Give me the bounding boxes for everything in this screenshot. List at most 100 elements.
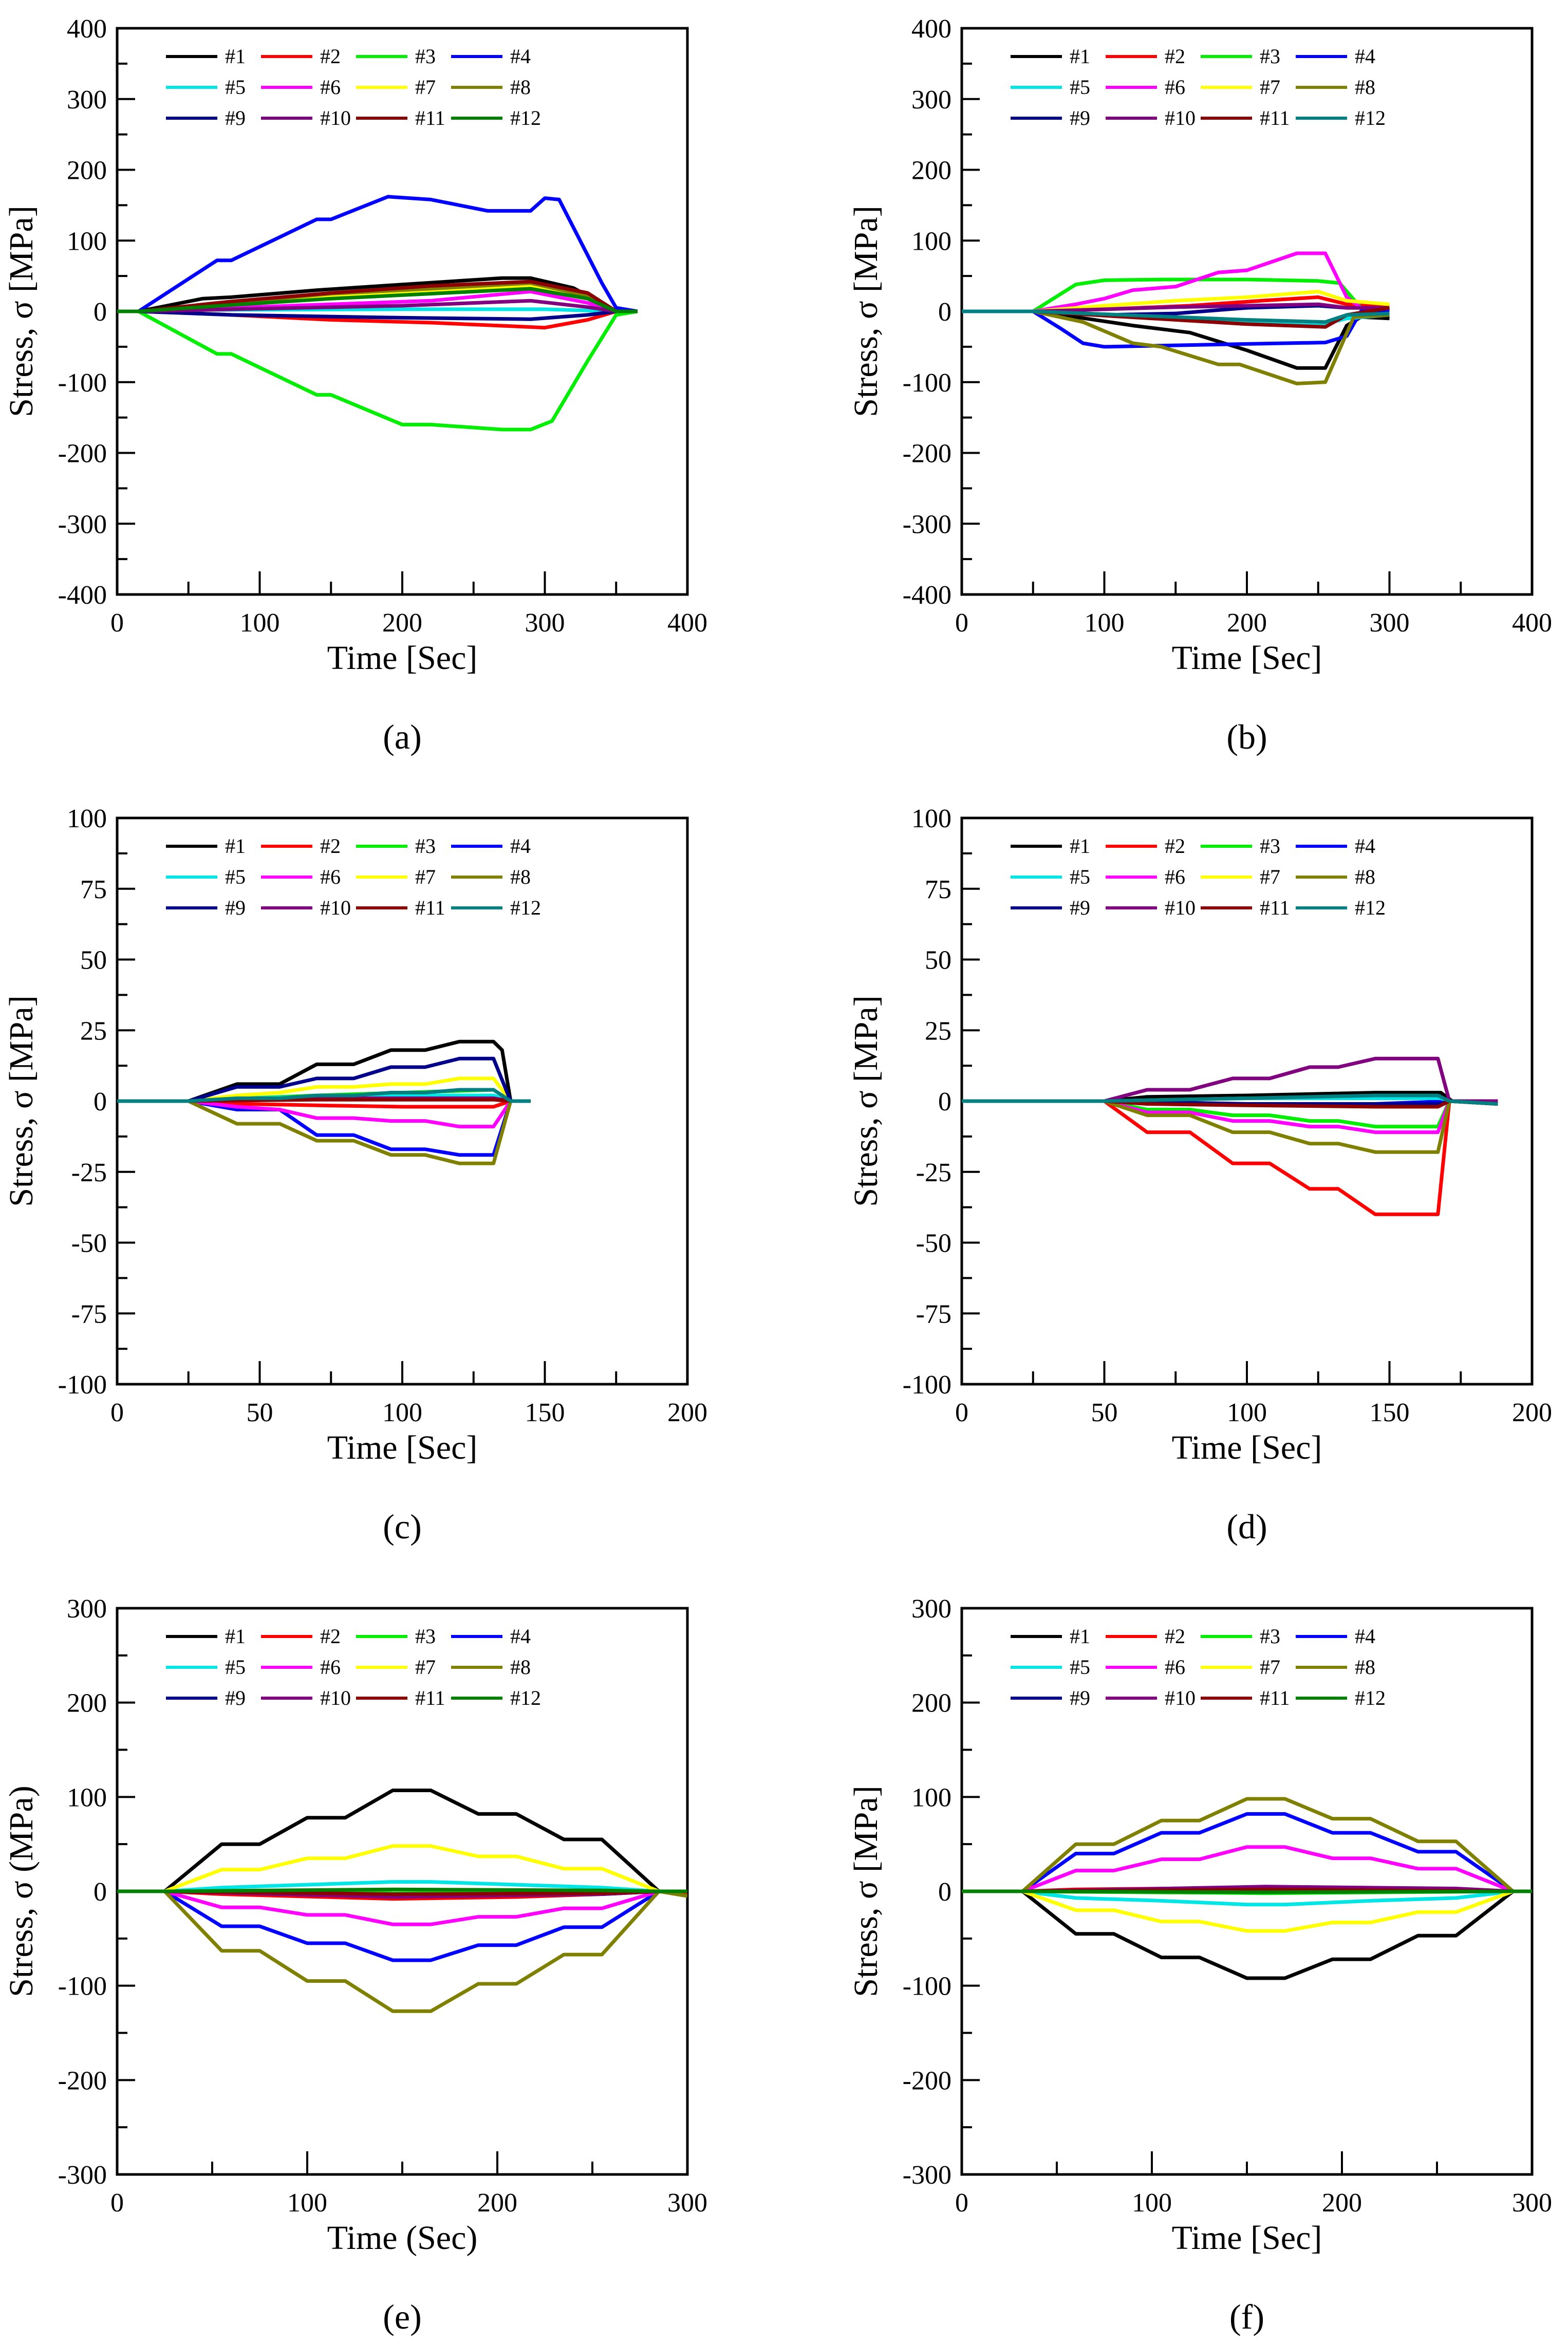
legend-label: #2 [320, 834, 341, 858]
series-line-n6 [962, 1099, 1498, 1134]
legend-label: #2 [1165, 1625, 1185, 1648]
y-tick-label: -50 [916, 1229, 951, 1258]
y-axis-label: Stress, σ [MPa] [847, 1785, 885, 1997]
series-line-n12 [962, 309, 1390, 324]
y-tick-label: 300 [911, 85, 951, 115]
y-tick-label: 75 [925, 875, 951, 904]
series-line-n8 [117, 1889, 687, 2013]
y-axis-label: Stress, σ (MPa) [3, 1785, 40, 1997]
legend-label: #5 [1070, 1655, 1090, 1679]
series-line-n9 [117, 1056, 531, 1103]
legend-label: #5 [225, 1655, 246, 1679]
series-line-n7 [962, 1889, 1532, 1933]
y-tick-label: 300 [67, 1594, 107, 1624]
y-tick-label: -25 [71, 1158, 107, 1187]
y-axis-label: Stress, σ [MPa] [847, 206, 885, 417]
y-tick-label: -75 [916, 1299, 951, 1329]
legend-label: #3 [1260, 834, 1280, 858]
legend-label: #12 [1355, 896, 1386, 919]
legend-label: #7 [415, 1655, 436, 1679]
legend-label: #12 [510, 896, 541, 919]
series-line-n12 [962, 1889, 1532, 1894]
y-tick-label: -25 [916, 1158, 951, 1187]
series-line-n4 [962, 1812, 1532, 1893]
legend-label: #11 [1260, 1686, 1290, 1709]
series-group [117, 1039, 531, 1165]
y-tick-label: 100 [67, 227, 107, 256]
x-tick-label: 100 [240, 608, 280, 638]
legend-label: #1 [1070, 834, 1090, 858]
y-tick-label: 300 [67, 85, 107, 115]
legend-label: #11 [1260, 896, 1290, 919]
y-tick-label: 200 [911, 1689, 951, 1718]
x-tick-label: 0 [955, 2188, 968, 2218]
y-tick-label: 75 [80, 875, 107, 904]
legend-label: #1 [225, 834, 246, 858]
x-tick-label: 300 [1512, 2188, 1552, 2218]
series-line-n4 [962, 309, 1390, 349]
legend-label: #11 [415, 896, 445, 919]
legend-label: #10 [320, 896, 351, 919]
x-tick-label: 200 [667, 1398, 707, 1427]
series-group [962, 251, 1390, 385]
panel-label: (d) [1226, 1507, 1267, 1546]
y-tick-label: 200 [67, 156, 107, 185]
x-tick-label: 300 [525, 608, 565, 638]
series-line-n12 [117, 287, 638, 313]
x-tick-label: 150 [525, 1398, 565, 1427]
panel-label: (b) [1226, 717, 1267, 756]
x-tick-label: 0 [110, 608, 124, 638]
y-tick-label: -200 [58, 2066, 107, 2095]
legend-label: #10 [320, 106, 351, 129]
legend-label: #6 [1165, 1655, 1185, 1679]
legend-label: #12 [1355, 1686, 1386, 1709]
legend-label: #11 [415, 106, 445, 129]
y-tick-label: 100 [911, 1783, 951, 1812]
legend-label: #4 [510, 1625, 531, 1648]
series-line-n5 [962, 1889, 1532, 1907]
legend-label: #8 [510, 76, 531, 99]
series-line-n2 [962, 1099, 1498, 1216]
legend-label: #2 [320, 1625, 341, 1648]
x-tick-label: 0 [955, 608, 968, 638]
legend-label: #10 [1165, 106, 1196, 129]
x-tick-label: 200 [1322, 2188, 1362, 2218]
y-tick-label: -200 [58, 439, 107, 469]
x-tick-label: 100 [382, 1398, 422, 1427]
series-line-n4 [117, 1889, 687, 1962]
legend-label: #9 [225, 896, 246, 919]
legend-label: #3 [415, 45, 436, 68]
x-tick-label: 100 [1132, 2188, 1172, 2218]
legend-label: #5 [225, 865, 246, 888]
y-tick-label: -300 [58, 2161, 107, 2190]
y-axis-label: Stress, σ [MPa] [3, 995, 40, 1206]
y-tick-label: -100 [58, 1972, 107, 2001]
y-tick-label: -300 [903, 510, 951, 539]
legend-label: #7 [415, 865, 436, 888]
y-tick-label: -100 [903, 1972, 951, 2001]
x-tick-label: 200 [477, 2188, 517, 2218]
legend-label: #8 [1355, 1655, 1375, 1679]
x-tick-label: 400 [667, 608, 707, 638]
legend-label: #2 [320, 45, 341, 68]
series-line-n8 [117, 1099, 531, 1165]
x-tick-label: 200 [1512, 1398, 1552, 1427]
legend-label: #12 [1355, 106, 1386, 129]
series-line-n12 [117, 1887, 687, 1893]
legend-label: #12 [510, 1686, 541, 1709]
legend-label: #10 [1165, 896, 1196, 919]
panel-b: 0 100 200 300 400 -400 -300 -200 -100 0 100 200 300 4… [847, 14, 1552, 756]
legend-label: #7 [1260, 865, 1280, 888]
series-line-n1 [117, 1789, 687, 1893]
panel-f: 0 100 200 300 -300 -200 -100 0 100 200 300 Time [Se… [847, 1594, 1552, 2336]
y-tick-label: 100 [911, 227, 951, 256]
legend-label: #6 [320, 76, 341, 99]
y-tick-label: -300 [903, 2161, 951, 2190]
legend-label: #9 [225, 106, 246, 129]
x-tick-label: 400 [1512, 608, 1552, 638]
x-tick-label: 100 [1085, 608, 1125, 638]
series-line-n8 [962, 1797, 1532, 1893]
legend-label: #9 [1070, 896, 1090, 919]
y-tick-label: -400 [58, 581, 107, 610]
